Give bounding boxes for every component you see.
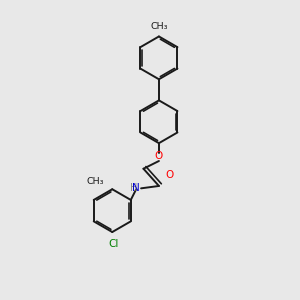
Text: O: O (166, 170, 174, 180)
Text: N: N (132, 183, 140, 193)
Text: CH₃: CH₃ (86, 177, 104, 186)
Text: O: O (155, 151, 163, 161)
Text: H: H (130, 183, 137, 193)
Text: CH₃: CH₃ (150, 22, 168, 31)
Text: Cl: Cl (108, 238, 118, 249)
